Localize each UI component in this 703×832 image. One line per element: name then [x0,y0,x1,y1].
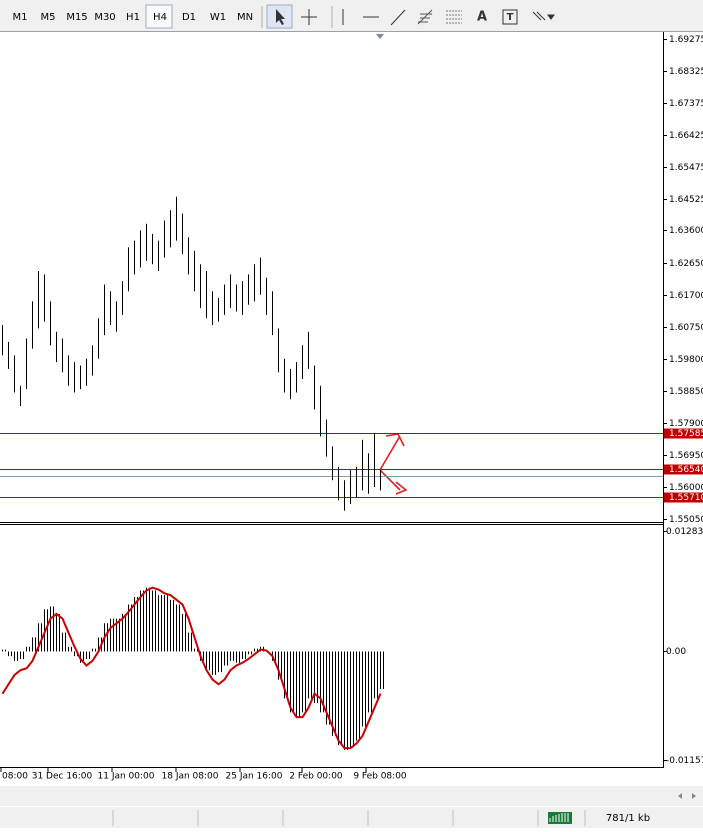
y-tick-label: 1.69275 [669,35,703,45]
x-tick-label: 31 Dec 16:00 [32,772,93,782]
y-tick-label: 1.55050 [669,515,703,525]
y-tick-label: 1.64525 [669,195,703,205]
y-tick-label: 1.62650 [669,259,703,269]
cursor-icon [276,9,285,25]
trendline-icon[interactable] [390,9,406,26]
level-tag [664,464,703,475]
scrollbar[interactable] [0,786,703,806]
signal-line [1,586,382,750]
y-tick-label: 1.56950 [669,451,703,461]
connection-icon [548,812,572,824]
timeframe-selected [145,4,173,29]
level-label: 1.56540 [669,465,703,475]
x-tick-label: 25 Jan 16:00 [226,772,283,782]
y-tick-label: 1.59800 [669,355,703,365]
y-tick-label: 1.67375 [669,99,703,109]
y-tick-label: 1.60750 [669,323,703,333]
timeframe-button[interactable]: MN [237,12,253,23]
y-tick-label: 1.63600 [669,226,703,236]
level-label: 1.57585 [669,429,703,439]
y-tick-label: 1.68325 [669,67,703,77]
status-bar [0,807,703,828]
y-tick-label: -0.01157 [666,756,703,766]
level-tag [664,428,703,439]
status-separators [112,810,586,826]
y-tick-label: 1.65475 [669,163,703,173]
timeframe-button[interactable]: M1 [13,12,28,23]
y-tick-label: 0.012837 [666,527,703,537]
level-tag [664,492,703,503]
timeframe-button[interactable]: M5 [41,12,56,23]
fibo-icon[interactable] [446,10,462,24]
x-tick-label: 08:00 [2,772,28,782]
text-icon[interactable]: A [477,10,487,25]
timeframe-button[interactable]: H4 [153,12,167,23]
timeframe-button[interactable]: D1 [182,12,196,23]
x-tick-label: 18 Jan 08:00 [162,772,219,782]
y-tick-label: 1.56000 [669,483,703,493]
crosshair-icon[interactable] [301,9,317,25]
channel-icon[interactable] [417,9,433,25]
y-tick-label: 0.00 [666,647,686,657]
traffic: 781/1 kb [606,813,650,824]
arrows-icon[interactable] [532,11,555,21]
timeframe-button[interactable]: W1 [210,12,226,23]
y-tick-label: 1.58850 [669,387,703,397]
scroll-arrows[interactable] [678,793,696,799]
label-icon-t: T [507,12,514,23]
toolbar [0,0,703,32]
timeframe-buttons: M1 M5 M15 M30 H1 H4 D1 W1 MN [13,4,253,29]
y-tick-label: 1.61700 [669,291,703,301]
x-tick-label: 2 Feb 00:00 [289,772,343,782]
timeframe-button[interactable]: M15 [66,12,87,23]
y-tick-label: 1.57900 [669,419,703,429]
hand-drawn-arrows [379,433,408,495]
x-tick-label: 9 Feb 08:00 [353,772,407,782]
timeframe-button[interactable]: M30 [94,12,115,23]
shift-marker [376,34,384,39]
timeframe-button[interactable]: H1 [126,12,140,23]
x-tick-label: 11 Jan 00:00 [98,772,155,782]
y-tick-label: 1.66425 [669,131,703,141]
level-label: 1.55710 [669,493,703,503]
label-icon[interactable] [502,9,518,25]
